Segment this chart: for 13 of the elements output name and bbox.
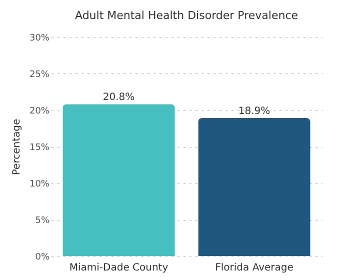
data-label: 20.8% (102, 92, 135, 104)
chart-title: Adult Mental Health Disorder Prevalence (74, 9, 298, 22)
x-tick-label: Florida Average (215, 262, 294, 274)
y-tick-label: 20% (29, 106, 50, 116)
y-tick-label: 0% (35, 252, 50, 262)
x-tick-label: Miami-Dade County (69, 262, 168, 274)
y-tick-label: 25% (29, 70, 50, 80)
y-tick-label: 15% (29, 143, 50, 153)
y-axis-title: Percentage (11, 118, 22, 176)
y-tick-label: 5% (35, 216, 50, 226)
data-label: 18.9% (238, 106, 270, 118)
y-tick-label: 10% (29, 180, 50, 190)
y-tick-label: 30% (29, 34, 50, 44)
